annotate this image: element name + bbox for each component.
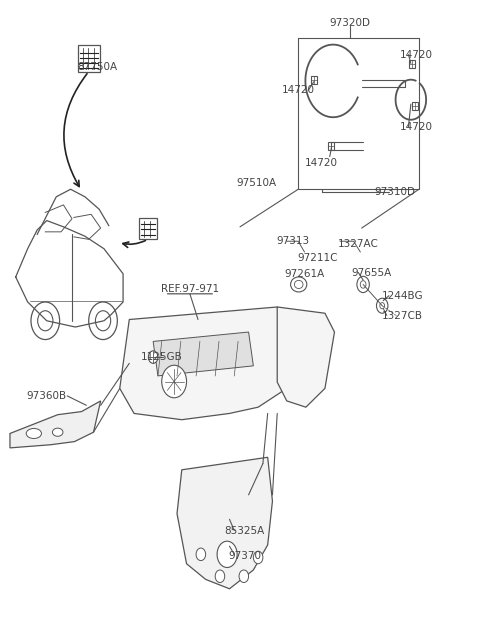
Bar [412, 102, 418, 110]
Bar [327, 142, 334, 150]
Text: 1327CB: 1327CB [382, 311, 423, 321]
Text: 97211C: 97211C [297, 253, 337, 263]
Bar [78, 45, 100, 72]
Circle shape [217, 541, 237, 567]
Circle shape [239, 570, 249, 582]
Text: 1125GB: 1125GB [140, 352, 182, 362]
Circle shape [380, 303, 384, 309]
Text: 97370: 97370 [228, 550, 261, 560]
Bar [139, 218, 157, 240]
Circle shape [37, 311, 53, 331]
Circle shape [253, 551, 263, 564]
Bar [408, 60, 415, 68]
Circle shape [96, 311, 111, 331]
Text: REF.97-971: REF.97-971 [161, 284, 219, 294]
Circle shape [89, 302, 117, 340]
Text: 97655A: 97655A [351, 267, 391, 277]
Circle shape [162, 365, 187, 398]
Text: 1244BG: 1244BG [382, 291, 423, 301]
Circle shape [215, 570, 225, 582]
Text: 97310D: 97310D [374, 187, 416, 198]
Polygon shape [10, 401, 101, 448]
Text: 14720: 14720 [282, 86, 315, 96]
Ellipse shape [290, 277, 307, 292]
Text: 97313: 97313 [276, 237, 309, 246]
Text: 97320D: 97320D [329, 18, 370, 28]
Polygon shape [120, 307, 296, 420]
Polygon shape [153, 332, 253, 376]
Text: 87750A: 87750A [77, 62, 117, 72]
Bar [311, 76, 317, 84]
Text: 97360B: 97360B [27, 391, 67, 401]
Polygon shape [277, 307, 335, 407]
Circle shape [357, 276, 369, 292]
Circle shape [148, 351, 158, 364]
Ellipse shape [26, 428, 41, 438]
Text: 14720: 14720 [400, 50, 433, 60]
Text: 85325A: 85325A [225, 526, 265, 535]
Text: 14720: 14720 [305, 158, 337, 168]
Text: 97261A: 97261A [284, 269, 324, 279]
Ellipse shape [294, 281, 303, 289]
Circle shape [360, 281, 366, 288]
Polygon shape [177, 457, 273, 589]
Circle shape [31, 302, 60, 340]
Text: 14720: 14720 [400, 121, 433, 131]
Text: 1327AC: 1327AC [338, 239, 379, 248]
Circle shape [196, 548, 205, 560]
Text: 97510A: 97510A [237, 178, 277, 188]
Ellipse shape [52, 428, 63, 437]
Circle shape [376, 298, 388, 313]
